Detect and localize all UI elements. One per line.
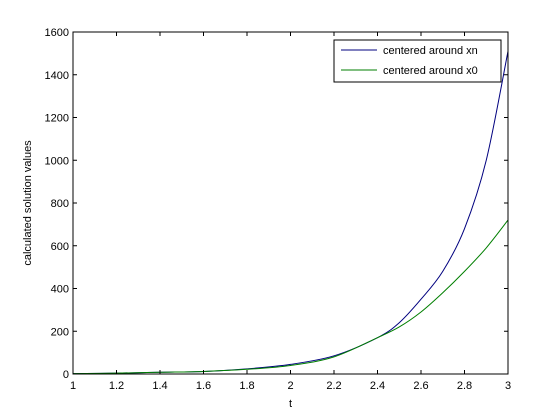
plot-area	[73, 32, 508, 374]
y-tick-label: 1200	[45, 113, 69, 125]
x-tick-label: 2.8	[457, 380, 472, 392]
series-line-1	[72, 219, 509, 375]
y-tick-label: 600	[51, 241, 69, 253]
x-tick-label: 1.8	[239, 380, 254, 392]
x-tick-label: 2.6	[413, 380, 428, 392]
legend: centered around xn centered around x0	[333, 39, 502, 83]
y-tick-label: 1600	[45, 27, 69, 39]
x-tick-label: 2.2	[326, 380, 341, 392]
x-tick-label: 1.2	[109, 380, 124, 392]
x-tick-label: 1.4	[152, 380, 167, 392]
y-tick-label: 800	[51, 198, 69, 210]
x-tick-label: 1.6	[196, 380, 211, 392]
y-tick-label: 200	[51, 326, 69, 338]
x-tick-label: 2.4	[370, 380, 385, 392]
y-tick-label: 400	[51, 284, 69, 296]
y-axis-label: calculated solution values	[22, 140, 34, 266]
legend-label-xn: centered around xn	[383, 45, 478, 57]
legend-label-x0: centered around x0	[383, 65, 478, 77]
x-tick-label: 1	[70, 380, 76, 392]
x-tick-label: 3	[505, 380, 511, 392]
legend-box	[333, 39, 502, 83]
x-tick-label: 2	[287, 380, 293, 392]
y-tick-label: 1000	[45, 155, 69, 167]
y-tick-label: 1400	[45, 70, 69, 82]
y-tick-label: 0	[63, 369, 69, 381]
x-axis-label: t	[289, 398, 292, 410]
